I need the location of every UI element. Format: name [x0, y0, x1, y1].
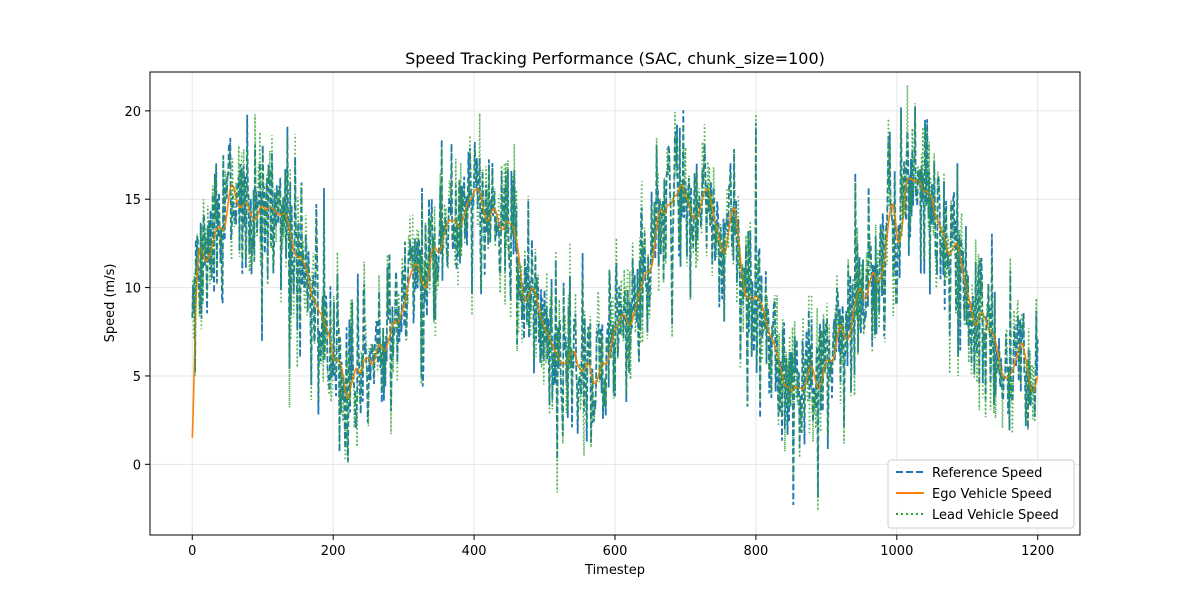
- x-tick-label: 0: [188, 544, 196, 559]
- series-reference-speed: [191, 106, 1039, 506]
- legend-label-lead: Lead Vehicle Speed: [932, 508, 1059, 523]
- legend-label-reference: Reference Speed: [932, 466, 1042, 481]
- chart-title: Speed Tracking Performance (SAC, chunk_s…: [405, 49, 825, 69]
- series-ego-vehicle-speed: [191, 176, 1039, 438]
- series-lead-vehicle-speed: [191, 85, 1039, 511]
- legend-box: [887, 459, 1075, 529]
- y-tick-label: 20: [124, 105, 141, 120]
- x-axis: 0 200 400 600 800 1000 1200: [188, 535, 1054, 559]
- x-tick-label: 600: [603, 544, 628, 559]
- y-tick-label: 0: [133, 458, 141, 473]
- legend: Reference Speed Ego Vehicle Speed Lead V…: [887, 459, 1075, 529]
- y-tick-label: 15: [124, 193, 141, 208]
- x-tick-label: 1200: [1021, 544, 1054, 559]
- x-tick-label: 200: [321, 544, 346, 559]
- x-tick-label: 1000: [880, 544, 913, 559]
- x-axis-label: Timestep: [584, 563, 645, 578]
- x-tick-label: 800: [743, 544, 768, 559]
- series-layer: [191, 85, 1039, 511]
- x-tick-label: 400: [462, 544, 487, 559]
- y-axis: 0 5 10 15 20: [124, 105, 150, 473]
- y-axis-label: Speed (m/s): [103, 264, 118, 343]
- y-tick-label: 10: [124, 282, 141, 297]
- legend-label-ego: Ego Vehicle Speed: [932, 487, 1052, 502]
- y-tick-label: 5: [133, 370, 141, 385]
